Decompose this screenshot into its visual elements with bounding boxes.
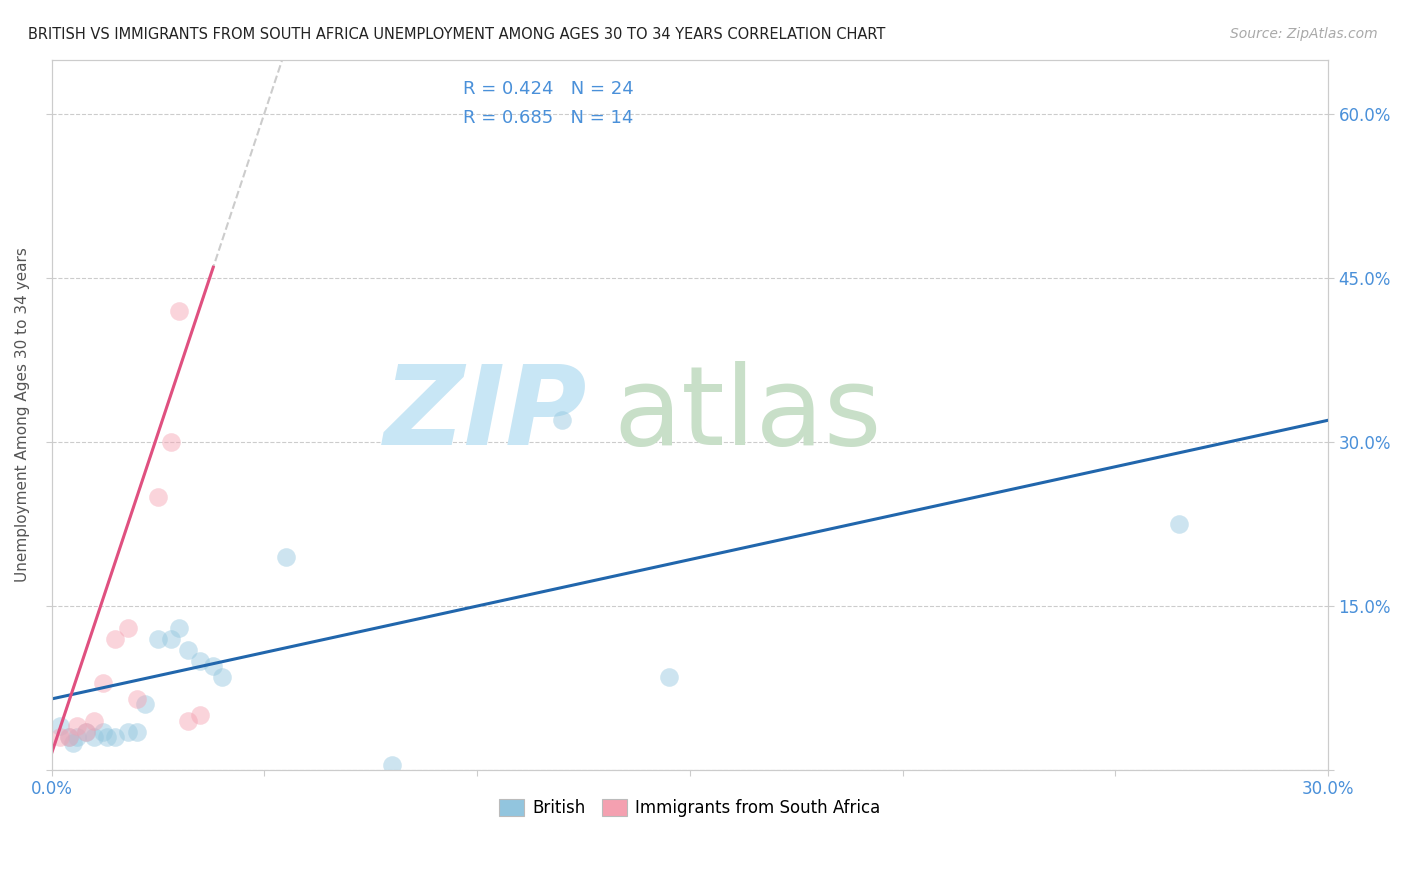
Point — [75, 724, 97, 739]
Point — [125, 724, 148, 739]
Point — [211, 670, 233, 684]
Point — [159, 435, 181, 450]
Point — [117, 621, 139, 635]
Text: R = 0.685   N = 14: R = 0.685 N = 14 — [463, 109, 633, 127]
Point — [83, 714, 105, 728]
Point — [202, 659, 225, 673]
Point — [146, 490, 169, 504]
Point — [104, 730, 127, 744]
Point — [96, 730, 118, 744]
Point — [190, 654, 212, 668]
Point — [159, 632, 181, 646]
Text: Source: ZipAtlas.com: Source: ZipAtlas.com — [1230, 27, 1378, 41]
Point — [49, 719, 72, 733]
Text: atlas: atlas — [613, 361, 882, 468]
Point — [58, 730, 80, 744]
Point — [125, 692, 148, 706]
Point — [83, 730, 105, 744]
Point — [104, 632, 127, 646]
Point — [176, 642, 198, 657]
Point — [75, 724, 97, 739]
Point — [551, 413, 574, 427]
Point — [117, 724, 139, 739]
Point — [146, 632, 169, 646]
Point — [62, 736, 84, 750]
Point — [657, 670, 679, 684]
Y-axis label: Unemployment Among Ages 30 to 34 years: Unemployment Among Ages 30 to 34 years — [15, 247, 30, 582]
Point — [1168, 517, 1191, 532]
Point — [91, 675, 114, 690]
Point — [49, 730, 72, 744]
Point — [66, 730, 89, 744]
Point — [381, 757, 404, 772]
Point — [274, 549, 297, 564]
Point — [66, 719, 89, 733]
Point — [167, 621, 190, 635]
Legend: British, Immigrants from South Africa: British, Immigrants from South Africa — [491, 791, 889, 826]
Point — [176, 714, 198, 728]
Point — [58, 730, 80, 744]
Point — [134, 698, 156, 712]
Text: ZIP: ZIP — [384, 361, 588, 468]
Point — [167, 304, 190, 318]
Point — [190, 708, 212, 723]
Point — [91, 724, 114, 739]
Text: BRITISH VS IMMIGRANTS FROM SOUTH AFRICA UNEMPLOYMENT AMONG AGES 30 TO 34 YEARS C: BRITISH VS IMMIGRANTS FROM SOUTH AFRICA … — [28, 27, 886, 42]
Text: R = 0.424   N = 24: R = 0.424 N = 24 — [463, 80, 633, 98]
